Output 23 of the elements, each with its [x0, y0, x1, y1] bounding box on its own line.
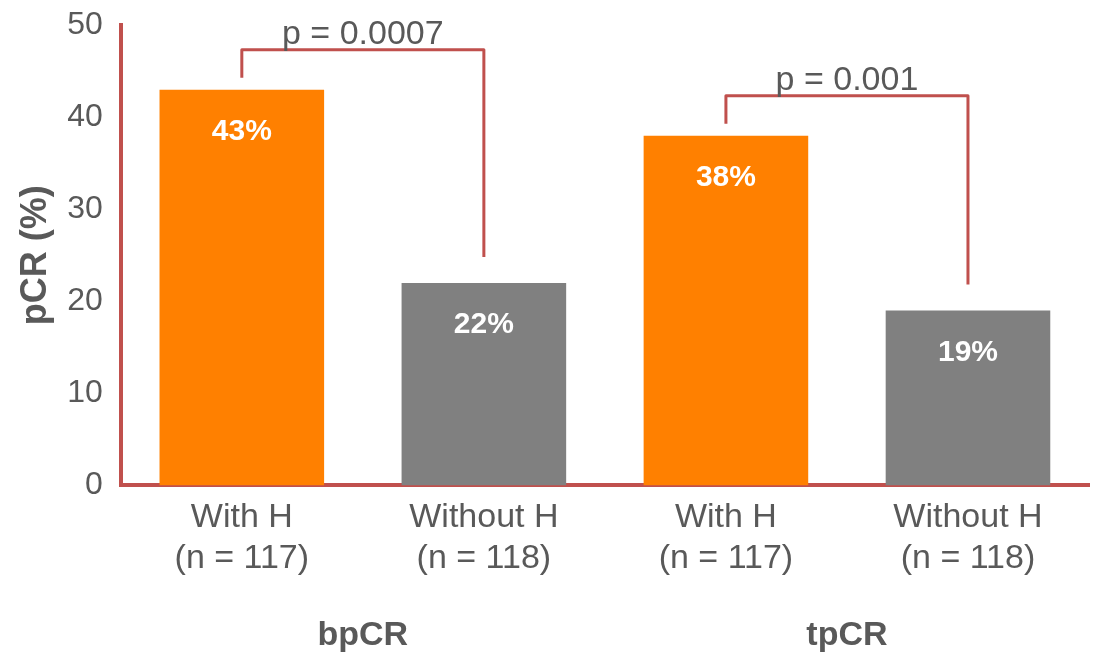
x-tick-label: Without H (n = 118)	[893, 496, 1043, 575]
y-tick-label: 50	[67, 5, 103, 42]
x-tick-label: With H (n = 117)	[174, 496, 310, 575]
annotation: p = 0.0007	[282, 13, 444, 51]
bar	[643, 135, 809, 486]
y-tick-label: 20	[67, 281, 103, 318]
bar	[159, 89, 325, 486]
data-label: 38%	[695, 158, 756, 192]
x-tick-label: With H (n = 117)	[658, 496, 794, 575]
bar	[401, 282, 567, 486]
annotation: p = 0.001	[775, 59, 919, 98]
y-tick-label: 0	[85, 465, 103, 502]
y-tick-label: 10	[67, 373, 103, 410]
y-tick-label: 30	[67, 189, 103, 226]
text: bpCR	[317, 614, 409, 653]
x-tick-label: Without H (n = 118)	[409, 496, 559, 575]
bar	[885, 310, 1051, 486]
data-label: 43%	[211, 112, 272, 146]
y-axis-title: pCR (%)	[12, 185, 54, 326]
data-label: 22%	[453, 306, 514, 340]
y-tick-label: 40	[67, 97, 103, 134]
text: tpCR	[806, 614, 888, 653]
data-label: 19%	[937, 333, 998, 367]
